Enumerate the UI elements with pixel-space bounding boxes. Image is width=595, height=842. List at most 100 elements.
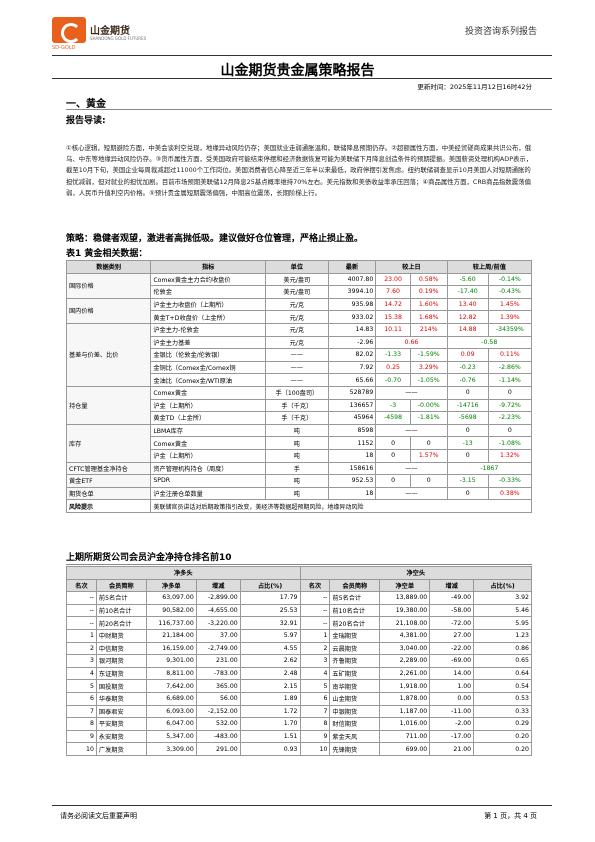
report-title: 山金期货贵金属策略报告 bbox=[220, 63, 375, 79]
rank-cell: 7 bbox=[66, 704, 97, 719]
rank-cell: 4 bbox=[66, 666, 97, 681]
table-row: -- 前20名合计 116,737.00 -3,220.00 32.91 -- 前20名合计… bbox=[66, 616, 532, 630]
w2-cell: 1.32% bbox=[487, 448, 533, 463]
w1-cell: -17.40 bbox=[446, 285, 489, 299]
rank-cell: 1 bbox=[299, 628, 331, 643]
long-group-title: 净多头 bbox=[66, 566, 301, 580]
d1-cell: 23.00 bbox=[375, 272, 411, 287]
change-cell: -2,899.00 bbox=[195, 591, 241, 605]
ind-cell: 黄金T+D收盘价（上金所） bbox=[150, 310, 266, 324]
d2-cell: 0.58% bbox=[409, 272, 448, 287]
d1-cell: 15.38 bbox=[375, 310, 411, 324]
unit-cell: 美元/盎司 bbox=[264, 272, 329, 287]
change-cell: -4,655.00 bbox=[195, 603, 241, 618]
val-cell: 1152 bbox=[327, 436, 377, 450]
ind-cell: Comex黄金 bbox=[150, 436, 266, 450]
w2-cell: 0.11% bbox=[487, 348, 533, 362]
table-row: 10 广发期货 3,309.00 291.00 0.93 10 先锋期货 699.00 21.0… bbox=[66, 742, 532, 756]
unit-cell: —— bbox=[264, 373, 329, 387]
w1-cell: -5.60 bbox=[446, 272, 489, 287]
member-cell: 银河期货 bbox=[95, 654, 147, 668]
w1-cell: -14716 bbox=[446, 398, 489, 413]
d2-cell: -1.59% bbox=[409, 348, 448, 362]
table-row: 3 银河期货 9,301.00 231.00 2.62 3 齐鲁期货 2,289.00 -69.… bbox=[66, 654, 532, 668]
ind-cell: 沪金注册仓单数量 bbox=[150, 486, 266, 501]
rank-cell: 3 bbox=[299, 654, 331, 668]
share-cell: 32.91 bbox=[239, 616, 301, 630]
change-cell: -58.00 bbox=[429, 603, 475, 618]
val-cell: 8598 bbox=[327, 423, 377, 438]
category-cell: 国际价格 bbox=[65, 272, 152, 299]
col-header: 指标 bbox=[150, 260, 266, 274]
share-cell: 5.97 bbox=[239, 628, 301, 643]
rank-cell: 10 bbox=[299, 742, 331, 756]
share-cell: 0.93 bbox=[239, 742, 301, 756]
rank-cell: -- bbox=[299, 616, 331, 630]
category-cell: 期货仓单 bbox=[65, 486, 152, 501]
share-cell: 1.89 bbox=[239, 691, 301, 706]
risk-label: 风险提示 bbox=[65, 499, 152, 513]
table-row: 5 国投期货 7,642.00 365.00 2.15 5 南华期货 1,918.00 1.00… bbox=[66, 679, 532, 693]
w2-cell: -1.08% bbox=[487, 436, 533, 450]
position-cell: 6,689.00 bbox=[145, 691, 197, 706]
d2-cell: -1.05% bbox=[409, 373, 448, 387]
w1-cell: -0.76 bbox=[446, 373, 489, 387]
category-cell: 持仓量 bbox=[65, 385, 152, 425]
w1-cell: -3.15 bbox=[446, 474, 489, 488]
table2-group-row: 净多头 净空头 bbox=[66, 566, 532, 580]
position-cell: 6,047.00 bbox=[145, 717, 197, 731]
share-cell: 0.86 bbox=[473, 641, 532, 656]
d1-cell: 10.11 bbox=[375, 322, 411, 337]
w1-cell: 13.40 bbox=[446, 297, 489, 312]
ind-cell: Comex黄金 bbox=[150, 385, 266, 400]
unit-cell: —— bbox=[264, 360, 329, 375]
rank-cell: -- bbox=[66, 616, 97, 630]
val-cell: 82.02 bbox=[327, 348, 377, 362]
w2-cell: -1.14% bbox=[487, 373, 533, 387]
share-cell: 1.70 bbox=[239, 717, 301, 731]
change-cell: -3,220.00 bbox=[195, 616, 241, 630]
ind-cell: 沪金主力-伦敦金 bbox=[150, 322, 266, 337]
d2-cell: 0.19% bbox=[409, 285, 448, 299]
col-header: 单位 bbox=[264, 260, 329, 274]
table-row: 1 中财期货 21,184.00 37.00 5.97 1 金瑞期货 4,381.00 27.0… bbox=[66, 628, 532, 643]
d2-cell: 0 bbox=[409, 436, 448, 450]
member-cell: 五矿期货 bbox=[329, 666, 381, 681]
val-cell: 952.53 bbox=[327, 474, 377, 488]
ind-cell: 资产管理机构持仓（周度） bbox=[150, 461, 266, 476]
rank-cell: 5 bbox=[66, 679, 97, 693]
rank-cell: 2 bbox=[299, 641, 331, 656]
position-cell: 21,108.00 bbox=[379, 616, 431, 630]
unit-cell: 吨 bbox=[264, 423, 329, 438]
d1-cell: —— bbox=[375, 423, 448, 438]
val-cell: 7.92 bbox=[327, 360, 377, 375]
table1-title: 表1 黄金相关数据： bbox=[66, 249, 148, 259]
w2-cell: -34359% bbox=[487, 322, 533, 337]
col-header: 名次 bbox=[66, 578, 97, 593]
member-cell: 前20名合计 bbox=[95, 616, 147, 630]
intro-paragraph: ①核心逻辑，短期避险方面，中美会谈利空兑现，地缘异动风险仍存；美国就业走弱通胀温… bbox=[66, 144, 533, 197]
table-row: 国际价格 Comex黄金主力合约收盘价 美元/盎司 4007.80 23.00 0.58%… bbox=[65, 272, 533, 299]
change-cell: 14.00 bbox=[429, 666, 475, 681]
ind-cell: 金银比（伦敦金/伦敦银） bbox=[150, 348, 266, 362]
w1-cell: -1867 bbox=[446, 461, 533, 476]
table-row: 金油比（Comex金/WTI原油 —— 65.66 -0.70 -1.05% -0.76-… bbox=[67, 373, 533, 387]
share-cell: 4.55 bbox=[239, 641, 301, 656]
d1-cell: —— bbox=[375, 461, 448, 476]
ind-cell: LBMA库存 bbox=[150, 423, 266, 438]
col-header: 最新 bbox=[327, 260, 377, 274]
position-cell: 2,289.00 bbox=[379, 654, 431, 668]
rank-cell: 10 bbox=[66, 742, 97, 756]
company-logo-icon bbox=[52, 17, 86, 43]
unit-cell: 美元/盎司 bbox=[264, 285, 329, 299]
col-header: 较上日 bbox=[375, 260, 448, 274]
change-cell: -49.00 bbox=[429, 591, 475, 605]
d1-cell: 7.60 bbox=[375, 285, 411, 299]
risk-text: 美联储官员讲话对后期政策指引改变，美经济等数据超预期风险，地缘异动风险 bbox=[150, 499, 532, 513]
category-cell: CFTC管理基金净持仓 bbox=[65, 461, 152, 476]
change-cell: 532.00 bbox=[195, 717, 241, 731]
d1-cell: 14.72 bbox=[375, 297, 411, 312]
rank-cell: 3 bbox=[66, 654, 97, 668]
w1-cell: -13 bbox=[446, 436, 489, 450]
table1-header-row: 数据类别 指标 单位 最新 较上日 较上周/前值 bbox=[65, 260, 533, 274]
